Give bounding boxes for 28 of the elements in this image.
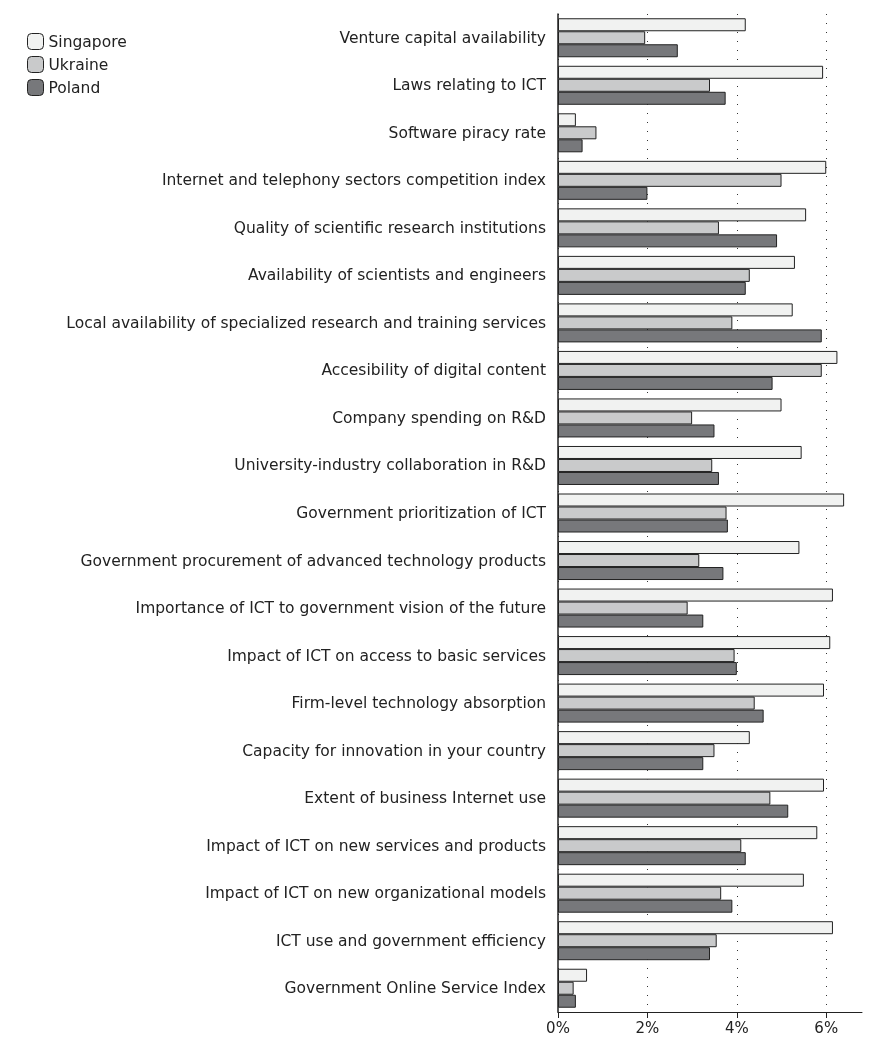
y-tick-label: Impact of ICT on access to basic services (227, 646, 546, 665)
y-tick-label: Impact of ICT on new services and products (206, 836, 546, 855)
y-tick-label: Capacity for innovation in your country (242, 741, 546, 760)
y-tick-label: Laws relating to ICT (392, 76, 547, 95)
y-tick-label: Internet and telephony sectors competition index (161, 171, 546, 190)
y-tick-label: Firm-level technology absorption (291, 694, 546, 713)
y-tick-label: Government procurement of advanced technology products (80, 551, 546, 570)
y-tick-label: Extent of business Internet use (304, 789, 546, 808)
y-tick-label: Local availability of specialized research and training services (66, 313, 546, 332)
y-tick-label: Government prioritization of ICT (296, 504, 547, 522)
y-tick-label: University-industry collaboration in R&D (234, 456, 547, 475)
y-tick-label: Company spending on R&D (332, 408, 547, 427)
x-tick-label: 6% (814, 1018, 839, 1037)
y-tick-label: Availability of scientists and engineers (247, 266, 546, 285)
y-tick-label: Venture capital availability (339, 28, 546, 47)
y-tick-label: Accesibility of digital content (321, 361, 546, 380)
y-tick-label: Impact of ICT on new organizational models (205, 884, 546, 903)
x-tick-label: 4% (724, 1018, 749, 1037)
y-tick-label: Software piracy rate (388, 123, 546, 142)
y-tick-label: Importance of ICT to government vision of the future (135, 599, 546, 618)
y-tick-label: ICT use and government efficiency (275, 931, 546, 950)
y-tick-label: Quality of scientific research institutions (233, 218, 546, 237)
legend-label: Poland (48, 78, 101, 97)
legend-label: Singapore (48, 32, 127, 51)
x-tick-label: 0% (546, 1018, 570, 1037)
legend-label: Ukraine (48, 55, 109, 74)
x-tick-label: 2% (635, 1018, 660, 1037)
y-tick-label: Government Online Service Index (284, 979, 546, 998)
